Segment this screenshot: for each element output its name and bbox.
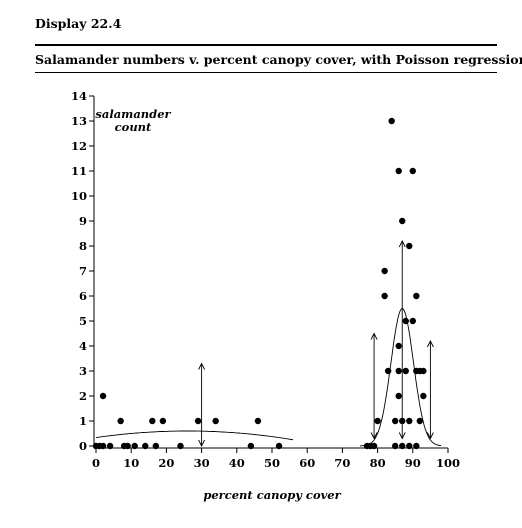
data-point	[106, 442, 114, 450]
caption-bottom-rule	[35, 72, 497, 73]
data-point	[117, 417, 124, 425]
residual-arrows	[198, 239, 434, 448]
arrow-head-bottom	[370, 432, 378, 440]
data-point	[399, 417, 406, 425]
data-point	[420, 392, 427, 400]
data-point	[406, 442, 413, 450]
data-point	[402, 367, 409, 375]
data-point	[395, 167, 402, 175]
arrow-head-bottom	[398, 432, 406, 440]
data-point	[399, 442, 406, 450]
x-tick-label: 20	[158, 456, 174, 470]
data-point	[395, 392, 402, 400]
x-tick-label: 60	[299, 456, 315, 470]
data-point	[370, 442, 378, 450]
x-axis-label: percent canopy cover	[203, 488, 341, 502]
data-point	[409, 317, 416, 325]
y-tick-label: 10	[71, 189, 87, 203]
data-point	[413, 442, 420, 450]
display-label: Display 22.4	[35, 16, 122, 31]
y-tick-label: 0	[79, 439, 87, 453]
x-tick-label: 100	[436, 456, 460, 470]
data-point	[275, 442, 283, 450]
data-point	[124, 442, 131, 450]
data-point	[392, 442, 399, 450]
y-tick-label: 14	[71, 89, 87, 103]
y-tick-label: 5	[79, 314, 87, 328]
data-point	[142, 442, 149, 450]
x-tick-label: 10	[123, 456, 139, 470]
y-tick-label: 1	[79, 414, 87, 428]
arrow-head-top	[198, 362, 206, 370]
data-point	[99, 442, 107, 450]
data-point	[159, 417, 167, 425]
x-tick-label: 90	[405, 456, 421, 470]
caption-top-rule	[35, 44, 497, 46]
data-point	[254, 417, 262, 425]
data-point	[406, 417, 413, 425]
x-tick-label: 70	[334, 456, 350, 470]
residual-arrow	[426, 339, 434, 440]
data-point	[149, 417, 156, 425]
data-point	[416, 417, 424, 425]
data-point	[381, 292, 388, 300]
data-point	[212, 417, 219, 425]
data-point	[392, 417, 399, 425]
y-axis-label-line1: salamander	[95, 107, 171, 121]
residual-arrow	[370, 332, 378, 440]
data-point	[99, 392, 107, 400]
y-axis-label-line2: count	[115, 120, 152, 134]
figure-caption: Salamander numbers v. percent canopy cov…	[35, 52, 522, 67]
poisson-fit	[95, 308, 442, 447]
y-tick-label: 9	[79, 214, 87, 228]
x-tick-label: 80	[370, 456, 386, 470]
data-points	[92, 117, 427, 450]
y-tick-label: 7	[79, 264, 87, 278]
data-point	[247, 442, 255, 450]
y-tick-label: 8	[79, 239, 87, 253]
data-point	[374, 417, 381, 425]
arrow-head-bottom	[198, 439, 206, 448]
y-tick-label: 2	[79, 389, 87, 403]
y-tick-label: 13	[71, 114, 87, 128]
data-point	[388, 117, 395, 125]
data-point	[177, 442, 184, 450]
data-point	[194, 417, 202, 425]
fit-curve-high-cover	[359, 308, 442, 447]
y-tick-label: 12	[71, 139, 87, 153]
y-tick-label: 6	[79, 289, 87, 303]
arrow-head-top	[426, 339, 434, 348]
arrow-head-top	[398, 239, 406, 248]
x-tick-label: 0	[92, 456, 100, 470]
residual-arrow	[198, 362, 206, 448]
x-tick-label: 30	[194, 456, 210, 470]
y-tick-label: 11	[71, 164, 87, 178]
data-point	[409, 167, 416, 175]
fit-curve-low-cover	[95, 430, 294, 441]
y-tick-label: 4	[79, 339, 87, 353]
y-tick-label: 3	[79, 364, 87, 378]
data-point	[420, 367, 427, 375]
x-tick-label: 40	[229, 456, 245, 470]
data-point	[152, 442, 160, 450]
data-point	[381, 267, 388, 275]
data-point	[395, 342, 402, 350]
data-point	[406, 242, 413, 250]
data-point	[402, 317, 409, 325]
arrow-head-bottom	[426, 432, 434, 440]
data-point	[384, 367, 392, 375]
x-tick-label: 50	[264, 456, 280, 470]
axes	[93, 96, 448, 449]
data-point	[395, 367, 402, 375]
residual-arrow	[398, 239, 406, 440]
data-point	[399, 217, 406, 225]
arrow-head-top	[370, 332, 378, 340]
data-point	[413, 292, 420, 300]
data-point	[131, 442, 138, 450]
